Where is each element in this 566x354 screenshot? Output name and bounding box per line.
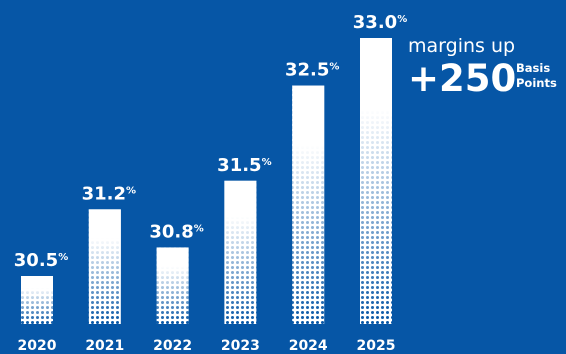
bar [21,276,53,324]
bar-value-label: 33.0% [353,12,407,33]
bar-group-2021: 31.2% 2021 [82,183,136,354]
bar [292,85,325,324]
bar-group-2022: 30.8% 2022 [149,221,203,354]
points-label: Points [516,76,557,90]
basis-points-value: +250 [408,57,517,100]
year-tick-label: 2025 [357,338,396,354]
bar-value-label: 30.5% [14,250,68,271]
bar-group-2025: 33.0% 2025 [353,12,407,354]
year-tick-label: 2020 [18,338,57,354]
bar-value-label: 32.5% [285,60,339,81]
bar-group-2023: 31.5% 2023 [217,155,271,354]
basis-label: Basis [516,61,551,75]
bar-group-2024: 32.5% 2024 [285,60,339,354]
year-tick-label: 2024 [289,338,328,354]
bar [224,180,257,324]
bar-group-2020: 30.5% 2020 [14,250,68,354]
year-tick-label: 2022 [153,338,192,354]
year-tick-label: 2023 [221,338,260,354]
bar [88,209,121,324]
bar [360,38,392,324]
bar-value-label: 31.5% [217,155,271,176]
year-tick-label: 2021 [85,338,124,354]
margins-up-label: margins up [408,35,516,57]
bar-value-label: 31.2% [82,183,136,204]
bar-value-label: 30.8% [149,221,203,242]
bar [156,247,189,324]
